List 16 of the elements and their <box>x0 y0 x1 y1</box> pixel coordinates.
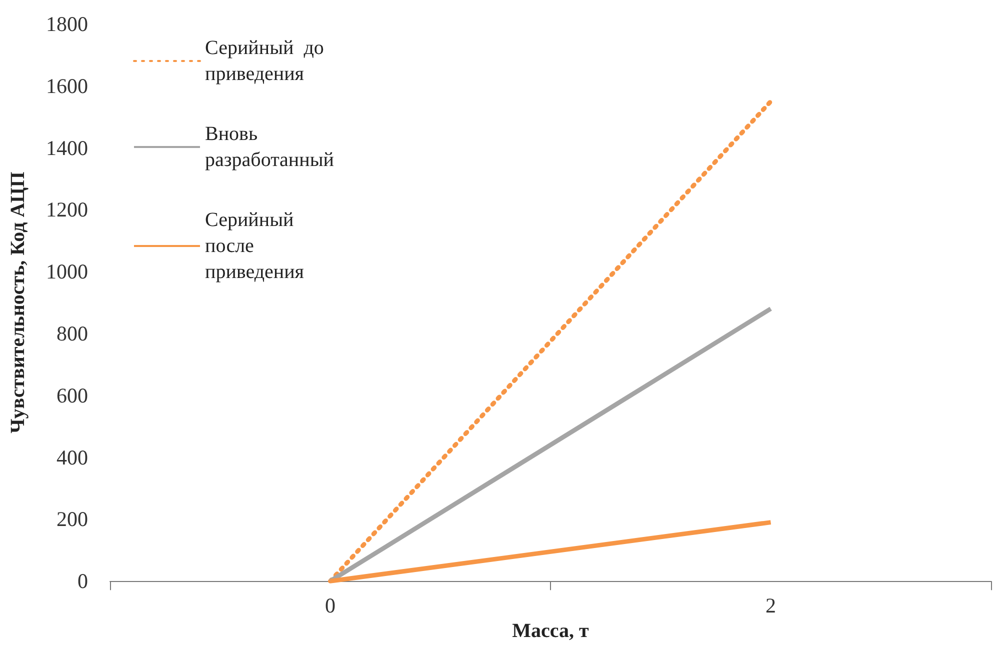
y-tick-label: 800 <box>56 322 88 346</box>
legend-label: Вновь разработанный <box>205 123 334 171</box>
y-tick-label: 1600 <box>46 74 88 98</box>
x-tick-label: 2 <box>766 594 776 618</box>
y-tick-label: 1400 <box>46 136 88 160</box>
y-tick-label: 400 <box>56 445 88 470</box>
y-tick-label: 0 <box>78 569 88 594</box>
y-tick-label: 1000 <box>46 260 88 284</box>
x-axis-title: Масса, т <box>512 620 590 642</box>
y-axis-title: Чувствительность, Код АЦП <box>7 171 29 434</box>
y-tick-label: 1200 <box>46 198 88 222</box>
legend-label: Серийный до приведения <box>205 37 329 85</box>
y-tick-label: 600 <box>56 383 88 408</box>
y-tick-label: 1800 <box>46 12 88 36</box>
y-tick-label: 200 <box>56 507 88 532</box>
legend-label: Серийный после приведения <box>205 209 304 283</box>
